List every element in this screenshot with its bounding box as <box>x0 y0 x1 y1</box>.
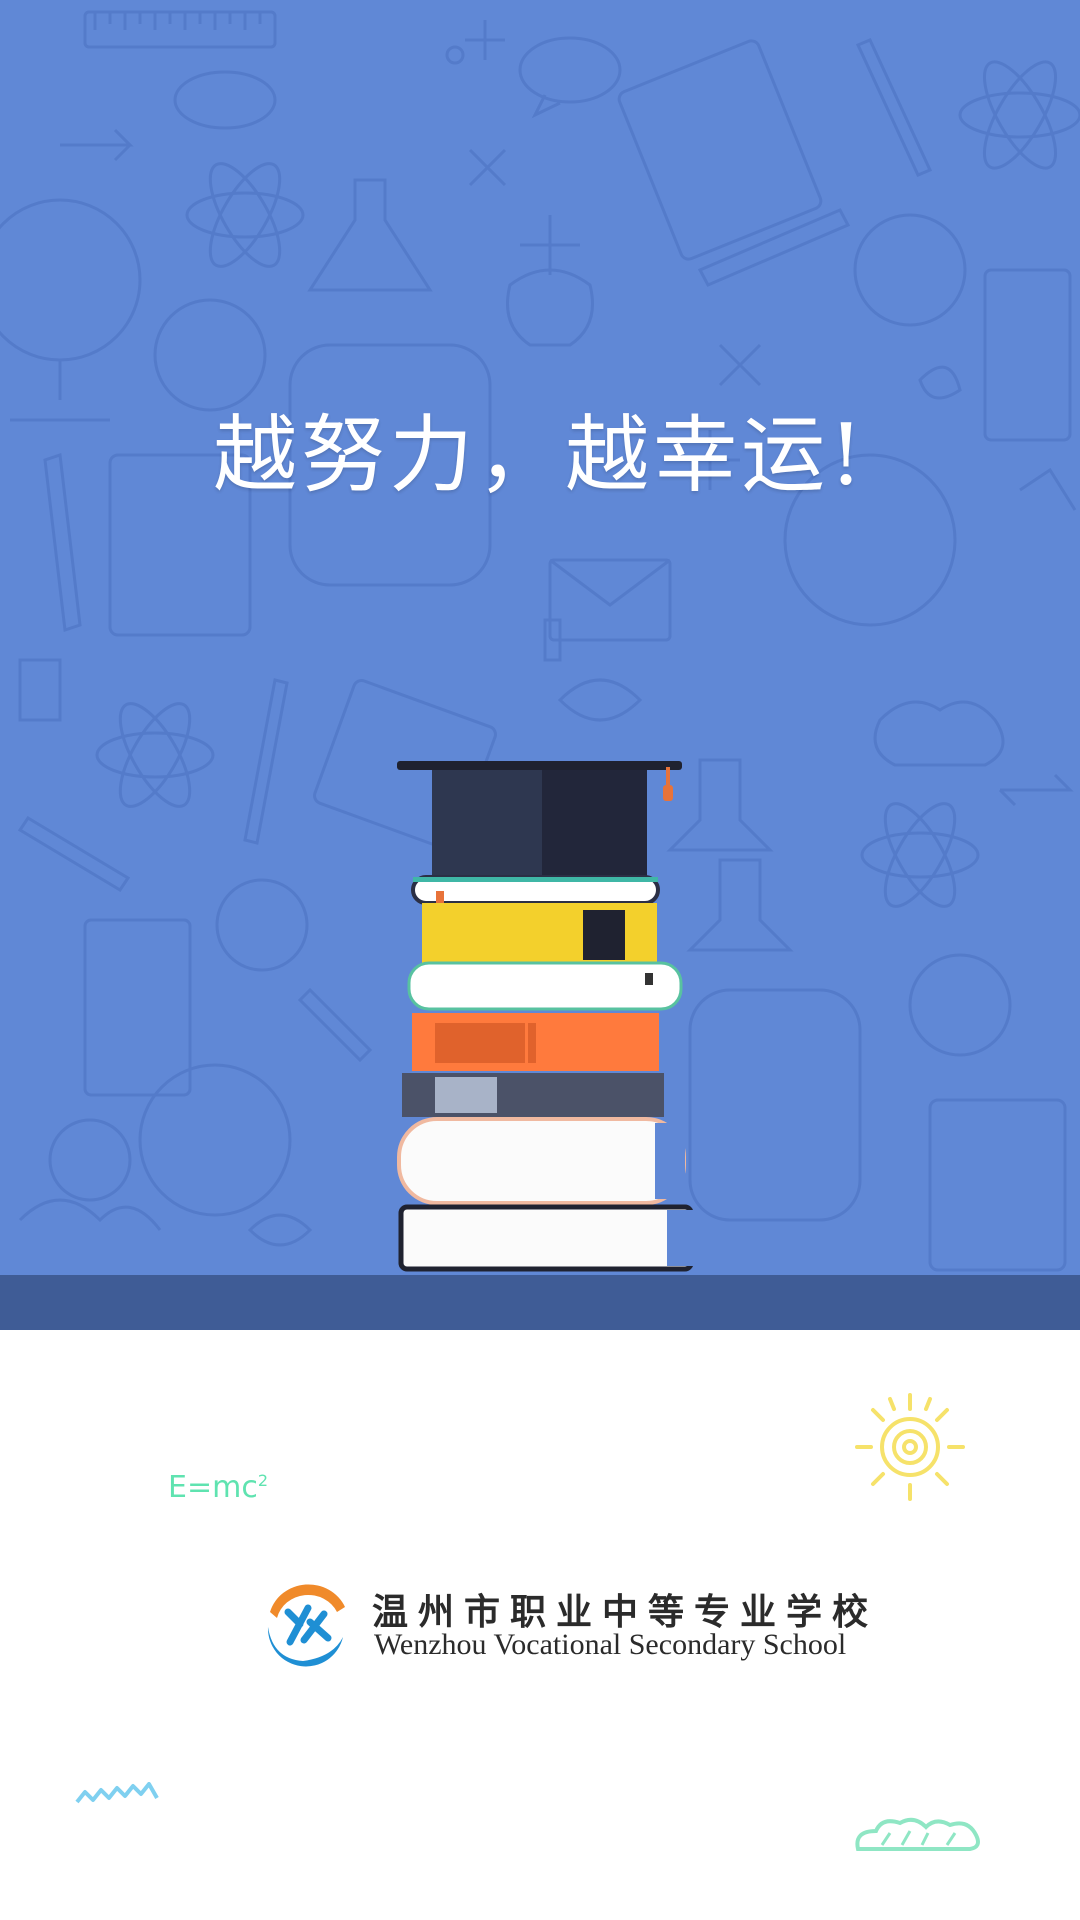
formula-doodle: E=mc2 <box>168 1470 268 1505</box>
slogan-heading: 越努力，越幸运! <box>213 406 867 504</box>
school-name-english: Wenzhou Vocational Secondary School <box>374 1628 847 1661</box>
ground-strip <box>0 1275 1080 1330</box>
cloud-doodle-icon <box>855 1817 980 1851</box>
book-stack-illustration <box>397 761 695 1272</box>
school-name-chinese: 温州市职业中等专业学校 <box>372 1591 879 1633</box>
doodle-pattern-background <box>0 10 1080 1272</box>
formula-text: E=mc <box>168 1470 258 1505</box>
splash-hero: 越努力，越幸运! <box>0 0 1080 1275</box>
school-logo-icon <box>267 1584 345 1667</box>
formula-exponent: 2 <box>257 1471 268 1490</box>
wave-doodle-icon <box>75 1782 159 1804</box>
sun-doodle-icon <box>855 1393 965 1501</box>
graduation-cap-icon <box>397 761 682 877</box>
